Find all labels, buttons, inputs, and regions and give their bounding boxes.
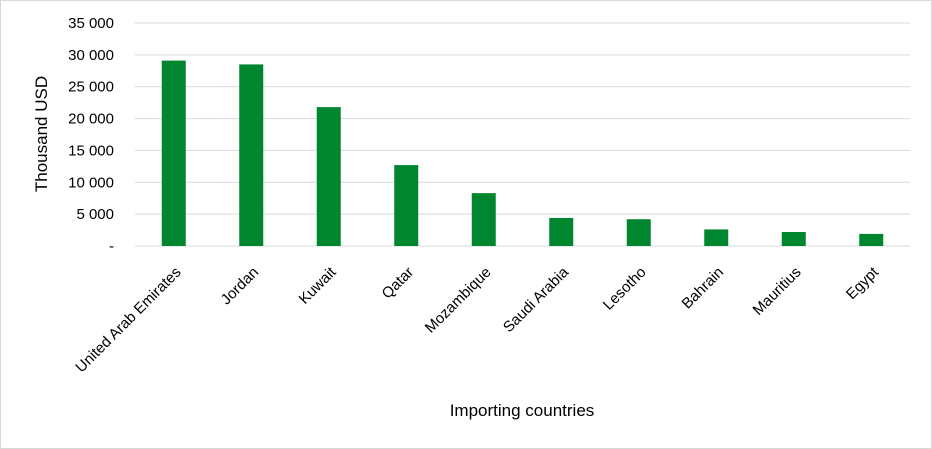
- bar: [859, 233, 884, 246]
- x-tick-label: Mauritius: [750, 264, 805, 319]
- bar: [316, 107, 341, 246]
- bar: [626, 219, 651, 246]
- y-axis-title: Thousand USD: [32, 76, 51, 192]
- bar: [239, 64, 264, 247]
- x-tick-label: United Arab Emirates: [72, 264, 184, 376]
- y-tick-label: 10 000: [68, 174, 114, 191]
- x-tick-label: Saudi Arabia: [500, 263, 573, 336]
- x-tick-label: Mozambique: [422, 264, 495, 337]
- y-tick-label: -: [109, 238, 114, 255]
- bar: [161, 60, 186, 246]
- x-tick-label: Lesotho: [600, 264, 650, 314]
- bar: [549, 217, 574, 246]
- x-tick-label: Egypt: [843, 263, 883, 303]
- x-axis-ticks: United Arab Emirates Jordan Kuwait Qatar Moz…: [72, 263, 882, 376]
- bar: [704, 229, 729, 246]
- bar: [471, 193, 496, 246]
- y-axis-ticks: - 5 000 10 000 15 000 20 000 25 000 30 000 35 0…: [68, 15, 114, 255]
- x-tick-label: Kuwait: [296, 263, 340, 307]
- bar: [394, 165, 419, 246]
- x-tick-label: Qatar: [379, 264, 418, 303]
- y-tick-label: 30 000: [68, 47, 114, 64]
- gridlines: [135, 22, 910, 247]
- y-tick-label: 35 000: [68, 15, 114, 32]
- x-tick-label: Jordan: [218, 264, 262, 308]
- x-axis-title: Importing countries: [450, 401, 595, 420]
- bars: [161, 60, 884, 247]
- y-tick-label: 5 000: [76, 206, 114, 223]
- y-tick-label: 25 000: [68, 79, 114, 96]
- y-tick-label: 20 000: [68, 111, 114, 128]
- bar: [781, 231, 806, 246]
- x-tick-label: Bahrain: [678, 264, 727, 313]
- y-tick-label: 15 000: [68, 142, 114, 159]
